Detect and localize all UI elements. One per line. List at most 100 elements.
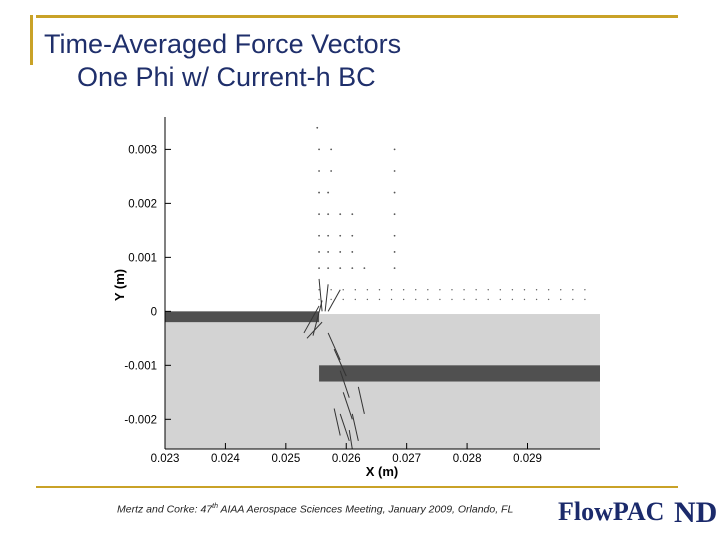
force-vector	[342, 392, 353, 420]
vector-marker	[511, 298, 514, 301]
y-tick-label: 0.001	[128, 252, 157, 264]
vector-marker	[393, 148, 396, 151]
force-vector	[303, 305, 320, 334]
force-vector	[348, 430, 353, 450]
x-ticks: 0.023 0.024 0.025 0.026 0.027 0.028 0.029	[151, 443, 542, 465]
vector-marker	[427, 289, 429, 291]
vector-marker	[318, 148, 320, 151]
vector-marker	[451, 298, 453, 301]
vector-marker	[316, 126, 319, 129]
x-tick-label: 0.026	[332, 453, 361, 465]
vector-marker	[393, 251, 396, 253]
vector-marker	[393, 170, 396, 172]
vector-marker	[342, 298, 344, 301]
left-accent-line	[30, 15, 33, 65]
vector-marker	[339, 234, 342, 237]
vector-marker	[318, 170, 320, 172]
vector-marker	[463, 289, 465, 291]
vector-marker	[390, 298, 393, 301]
vector-marker	[415, 289, 417, 291]
x-tick-label: 0.023	[151, 453, 180, 465]
y-ticks: 0.003 0.002 0.001 0 -0.001 -0.002	[124, 144, 171, 426]
y-tick-label: 0.002	[128, 198, 157, 210]
vector-marker	[572, 289, 574, 291]
vector-marker	[318, 191, 320, 194]
vector-marker	[318, 234, 320, 237]
citation-suffix: AIAA Aerospace Sciences Meeting, January…	[217, 503, 514, 516]
citation: Mertz and Corke: 47th AIAA Aerospace Sci…	[117, 503, 513, 516]
vector-marker	[318, 289, 320, 291]
vector-marker	[402, 298, 405, 301]
vector-marker	[393, 267, 396, 270]
vector-marker	[330, 289, 332, 291]
vector-marker	[487, 298, 489, 301]
vector-marker	[560, 289, 562, 291]
vector-marker	[330, 148, 333, 151]
force-vector	[333, 408, 341, 436]
vector-marker	[330, 170, 333, 172]
vector-marker	[393, 234, 396, 237]
vector-marker	[427, 298, 429, 301]
vector-marker	[351, 267, 354, 270]
vector-marker	[572, 298, 574, 301]
vector-marker	[327, 213, 330, 216]
vector-marker	[327, 234, 330, 237]
vector-marker	[475, 298, 477, 301]
citation-prefix: Mertz and Corke: 47	[117, 503, 213, 516]
vector-marker	[535, 298, 538, 301]
flowpac-logo-text: FlowPAC	[558, 497, 664, 526]
y-tick-label: -0.002	[124, 414, 157, 426]
force-vector	[339, 413, 350, 442]
vector-marker	[339, 267, 342, 270]
force-vector	[327, 289, 341, 312]
plot-area	[165, 126, 600, 450]
footer-rule	[36, 486, 678, 488]
vector-marker	[378, 289, 381, 291]
vector-marker	[351, 213, 354, 216]
vector-marker	[318, 298, 320, 301]
force-vectors	[303, 126, 586, 450]
force-vector	[324, 284, 329, 312]
force-vector-plot: 0.023 0.024 0.025 0.026 0.027 0.028 0.029 0.00…	[112, 117, 600, 479]
vector-marker	[327, 267, 330, 270]
vector-marker	[366, 298, 369, 301]
x-tick-label: 0.024	[211, 453, 240, 465]
vector-marker	[560, 298, 562, 301]
y-tick-label: 0.003	[128, 144, 157, 156]
vector-marker	[584, 298, 586, 301]
slide-title: Time-Averaged Force Vectors One Phi w/ C…	[44, 28, 401, 94]
force-vector	[357, 386, 365, 415]
title-line-2: One Phi w/ Current-h BC	[77, 62, 376, 92]
vector-marker	[439, 298, 441, 301]
notre-dame-monogram: ND	[674, 496, 716, 529]
force-vector	[306, 321, 323, 339]
vector-marker	[511, 289, 514, 291]
vector-marker	[535, 289, 538, 291]
vector-marker	[318, 251, 320, 253]
y-tick-label: 0	[151, 306, 157, 318]
vector-marker	[390, 289, 393, 291]
vector-marker	[499, 298, 502, 301]
vector-marker	[363, 267, 366, 270]
vector-marker	[318, 213, 320, 216]
exposed-electrode	[165, 311, 320, 323]
force-vector	[327, 332, 341, 361]
vector-marker	[415, 298, 417, 301]
x-tick-label: 0.029	[513, 453, 542, 465]
vector-marker	[354, 289, 357, 291]
force-vector	[339, 370, 350, 398]
x-tick-label: 0.027	[392, 453, 421, 465]
covered-electrode	[319, 365, 600, 382]
y-axis-label: Y (m)	[112, 269, 127, 301]
vector-marker	[475, 289, 477, 291]
x-tick-label: 0.025	[271, 453, 300, 465]
vector-marker	[463, 298, 465, 301]
vector-marker	[487, 289, 489, 291]
top-accent-line	[36, 15, 678, 18]
vector-marker	[327, 251, 330, 253]
force-vector	[351, 413, 359, 442]
vector-marker	[339, 251, 342, 253]
x-tick-label: 0.028	[453, 453, 482, 465]
force-vector	[318, 278, 323, 312]
vector-marker	[330, 298, 332, 301]
